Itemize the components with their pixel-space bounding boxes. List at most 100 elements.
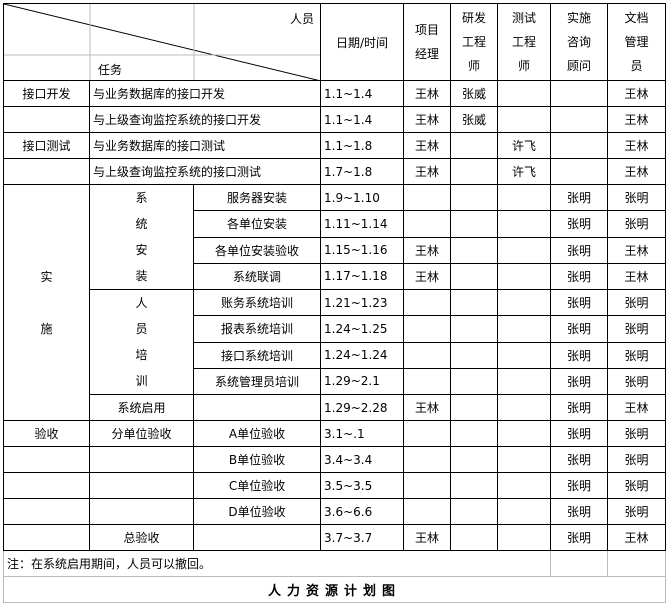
doc-cell: 张明 [607,315,667,343]
impl-cell [550,132,609,159]
unit-acceptance-label: 分单位验收 [89,420,194,447]
pm-cell: 王林 [403,106,452,133]
task-cell: 系统联调 [192,262,322,291]
impl-cell: 张明 [550,524,609,551]
task-cell: 与上级查询监控系统的接口开发 [88,106,322,133]
date-cell: 1.11~1.14 [320,210,405,238]
dev-cell: 张威 [450,80,499,107]
dev-cell [450,132,499,159]
task-cell: A单位验收 [192,420,322,447]
table-caption: 人力资源计划图 [2,576,667,603]
test-cell: 许飞 [497,158,552,185]
dev-cell: 张威 [450,106,499,133]
date-cell: 1.15~1.16 [320,236,405,264]
role-developer: 研发工程师 [462,11,487,73]
impl-cell: 张明 [550,367,609,396]
category-cell: 接口开发 [3,80,90,107]
training-label: 人员培训 [135,296,148,388]
doc-cell: 王林 [607,80,667,107]
impl-cell: 张明 [550,341,609,369]
doc-cell: 王林 [607,132,667,159]
doc-cell: 张明 [607,288,667,317]
pm-cell: 王林 [403,158,452,185]
diagonal-header-cell: 人员 任务 [2,3,322,81]
note: 注：在系统启用期间，人员可以撤回。 [2,550,552,577]
task-cell: 与业务数据库的接口测试 [88,132,322,159]
date-cell: 1.24~1.25 [320,315,405,343]
impl-cell: 张明 [550,236,609,264]
acceptance-label: 验收 [3,420,90,447]
doc-cell: 张明 [607,183,667,212]
pm-cell: 王林 [403,236,452,264]
doc-cell: 王林 [607,236,667,264]
impl-cell: 张明 [550,420,609,447]
resource-plan-table: 人员 任务 日期/时间 项目经理 研发工程师 测试工程师 实施咨询顾问 文档管理… [2,3,667,603]
doc-cell: 王林 [607,394,667,421]
impl-cell [550,158,609,185]
test-cell [497,106,552,133]
date-cell: 1.1~1.4 [320,106,405,133]
impl-cell: 张明 [550,315,609,343]
role-implementation-consultant: 实施咨询顾问 [567,11,592,73]
impl-cell: 张明 [550,498,609,525]
category-cell [3,158,90,185]
table-row: 与上级查询监控系统的接口测试 1.7~1.8 王林 许飞 王林 [3,158,667,185]
doc-cell: 王林 [607,158,667,185]
pm-cell: 王林 [403,524,452,551]
date-cell: 3.1~.1 [320,420,405,447]
date-cell: 1.1~1.4 [320,80,405,107]
implementation-label: 实施 [40,269,53,336]
role-tester: 测试工程师 [512,11,537,73]
task-cell: 报表系统培训 [192,315,322,343]
task-cell: D单位验收 [192,498,322,525]
impl-cell [550,80,609,107]
pm-cell: 王林 [403,262,452,291]
date-cell: 3.5~3.5 [320,472,405,499]
impl-cell: 张明 [550,288,609,317]
date-cell: 1.17~1.18 [320,262,405,291]
final-acceptance-label: 总验收 [89,524,194,551]
table-row: 与上级查询监控系统的接口开发 1.1~1.4 王林 张威 王林 [3,106,667,133]
date-cell: 1.29~2.28 [320,394,405,421]
pm-cell: 王林 [403,80,452,107]
doc-cell: 张明 [607,341,667,369]
launch-label: 系统启用 [89,394,194,421]
impl-cell: 张明 [550,472,609,499]
test-cell: 许飞 [497,132,552,159]
task-cell: 各单位安装验收 [192,236,322,264]
category-cell: 接口测试 [3,132,90,159]
doc-cell: 张明 [607,367,667,396]
diagonal-line [4,4,320,80]
task-cell: 服务器安装 [192,183,322,212]
task-header: 任务 [98,63,123,77]
pm-cell [403,183,452,212]
date-cell: 3.6~6.6 [320,498,405,525]
date-cell: 1.7~1.8 [320,158,405,185]
doc-cell: 张明 [607,420,667,447]
table-row: 接口开发 与业务数据库的接口开发 1.1~1.4 王林 张威 王林 [3,80,667,107]
doc-cell: 张明 [607,472,667,499]
task-cell: 系统管理员培训 [192,367,322,396]
task-cell: 与上级查询监控系统的接口测试 [88,158,322,185]
date-cell: 1.24~1.24 [320,341,405,369]
date-cell: 3.7~3.7 [320,524,405,551]
pm-cell: 王林 [403,394,452,421]
personnel-header: 人员 [290,12,315,26]
implementation-label-cell: 实施 [3,184,90,421]
role-project-manager: 项目经理 [415,23,440,61]
task-cell: 接口系统培训 [192,341,322,369]
role-document-manager: 文档管理员 [624,11,649,73]
impl-cell: 张明 [550,210,609,238]
date-cell: 3.4~3.4 [320,446,405,473]
category-cell [3,106,90,133]
doc-cell: 王林 [607,524,667,551]
impl-cell: 张明 [550,183,609,212]
install-label: 系统安装 [135,191,148,283]
doc-cell: 张明 [607,498,667,525]
task-cell: C单位验收 [192,472,322,499]
impl-cell [550,106,609,133]
date-header: 日期/时间 [320,3,405,81]
task-cell: B单位验收 [192,446,322,473]
date-cell: 1.1~1.8 [320,132,405,159]
impl-cell: 张明 [550,446,609,473]
